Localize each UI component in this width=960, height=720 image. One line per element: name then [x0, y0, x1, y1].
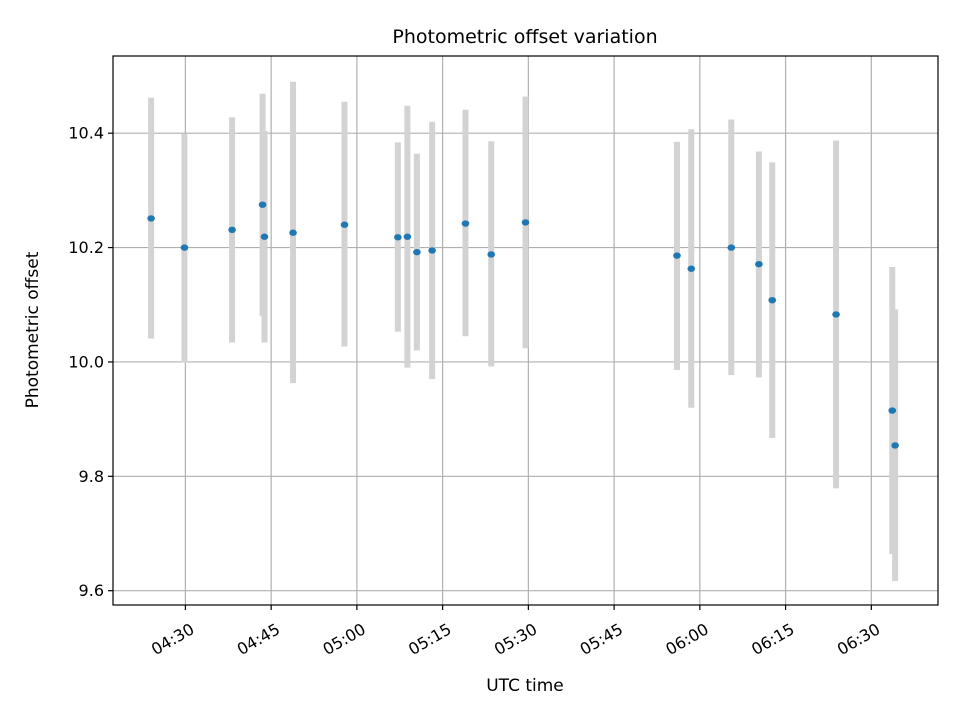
y-tick-label: 9.8 — [79, 467, 104, 486]
chart-title: Photometric offset variation — [392, 26, 657, 48]
data-point — [413, 248, 421, 256]
data-point — [888, 407, 897, 414]
data-point — [521, 219, 530, 226]
y-tick-label: 9.6 — [79, 581, 104, 600]
data-points — [147, 201, 899, 449]
data-point — [832, 311, 840, 318]
y-tick-label: 10.4 — [68, 124, 104, 143]
y-tick-label: 10.2 — [68, 238, 104, 257]
data-point — [260, 233, 269, 240]
data-point — [727, 244, 736, 251]
data-point — [755, 260, 763, 268]
data-point — [228, 226, 236, 234]
data-point — [340, 221, 349, 228]
data-point — [768, 296, 777, 304]
x-axis-label: UTC time — [486, 676, 564, 696]
data-point — [180, 244, 189, 251]
axes-frame — [112, 55, 939, 606]
data-point — [289, 229, 297, 236]
data-point — [147, 215, 155, 222]
y-axis-label: Photometric offset — [23, 251, 43, 408]
data-point — [461, 220, 470, 227]
data-point — [487, 251, 496, 258]
data-point — [687, 265, 696, 272]
data-point — [673, 252, 681, 259]
data-point — [258, 201, 267, 208]
data-point — [428, 247, 436, 254]
y-tick-label: 10.0 — [68, 352, 104, 371]
data-point — [403, 233, 412, 240]
data-point — [891, 442, 899, 449]
data-point — [394, 234, 402, 241]
